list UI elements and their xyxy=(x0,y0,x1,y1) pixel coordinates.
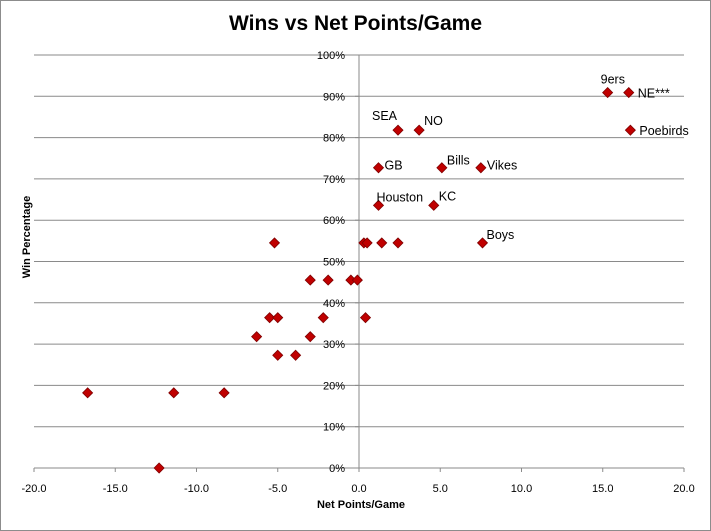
data-point xyxy=(268,237,281,249)
data-label: 9ers xyxy=(601,73,625,87)
y-tick-label: 10% xyxy=(323,422,345,434)
data-point xyxy=(272,349,284,361)
data-point xyxy=(602,87,614,99)
x-axis-title: Net Points/Game xyxy=(316,499,406,511)
x-tick-label: -10.0 xyxy=(184,483,209,495)
data-point xyxy=(251,331,263,343)
y-tick-label: 70% xyxy=(323,174,345,186)
data-label: Bills xyxy=(447,154,470,168)
y-tick-label: 90% xyxy=(323,91,345,103)
x-tick-label: -5.0 xyxy=(268,483,287,495)
data-point xyxy=(372,162,385,174)
y-tick-label: 50% xyxy=(323,257,345,269)
y-tick-label: 20% xyxy=(323,380,345,392)
data-label: Boys xyxy=(487,228,515,242)
y-tick-label: 40% xyxy=(323,298,345,310)
data-point xyxy=(351,274,363,286)
x-tick-label: -15.0 xyxy=(103,483,128,495)
data-point xyxy=(413,124,425,136)
x-tick-label: 15.0 xyxy=(592,483,613,495)
data-point xyxy=(168,387,180,399)
data-points xyxy=(82,87,636,474)
data-point xyxy=(304,331,316,343)
data-point xyxy=(372,199,385,211)
data-point xyxy=(392,237,404,249)
data-point xyxy=(317,312,329,324)
x-tick-label: 5.0 xyxy=(433,483,448,495)
data-point xyxy=(361,237,373,249)
data-point xyxy=(153,462,165,474)
data-label: Vikes xyxy=(487,159,517,173)
y-tick-label: 30% xyxy=(323,339,345,351)
data-point xyxy=(290,349,302,361)
data-point xyxy=(82,387,94,399)
data-point xyxy=(322,274,334,286)
data-label: KC xyxy=(439,189,456,203)
data-point xyxy=(376,237,388,249)
x-tick-label: 20.0 xyxy=(673,483,694,495)
data-point xyxy=(624,124,636,136)
x-tick-label: 0.0 xyxy=(351,483,366,495)
data-point xyxy=(623,87,635,99)
data-label: SEA xyxy=(372,109,398,123)
data-point xyxy=(428,199,440,211)
data-point xyxy=(475,162,487,174)
data-labels: 9ers NE*** SEA NO Poebirds GB Bills Vikes Housto… xyxy=(372,73,689,242)
y-tick-label: 0% xyxy=(329,463,345,475)
y-tick-label: 80% xyxy=(323,133,345,145)
data-point xyxy=(304,274,316,286)
data-label: Houston xyxy=(377,190,424,204)
data-point xyxy=(436,162,448,174)
data-point xyxy=(218,387,230,399)
data-label: GB xyxy=(385,159,403,173)
data-point xyxy=(272,312,284,324)
data-point xyxy=(264,312,276,324)
tick-labels: 0% 10% 20% 30% 40% 50% 60% 70% 80% 90% 100% -20.0 -1… xyxy=(21,50,694,495)
y-tick-label: 100% xyxy=(317,50,345,62)
chart-title: Wins vs Net Points/Game xyxy=(228,12,483,35)
x-tick-label: 10.0 xyxy=(511,483,532,495)
y-tick-label: 60% xyxy=(323,215,345,227)
data-label: NO xyxy=(424,114,443,128)
data-label: NE*** xyxy=(638,87,670,101)
data-point xyxy=(476,237,489,249)
axes xyxy=(33,54,685,472)
data-point xyxy=(359,312,372,324)
data-point xyxy=(392,124,404,136)
data-label: Poebirds xyxy=(639,124,688,138)
x-tick-label: -20.0 xyxy=(21,483,46,495)
